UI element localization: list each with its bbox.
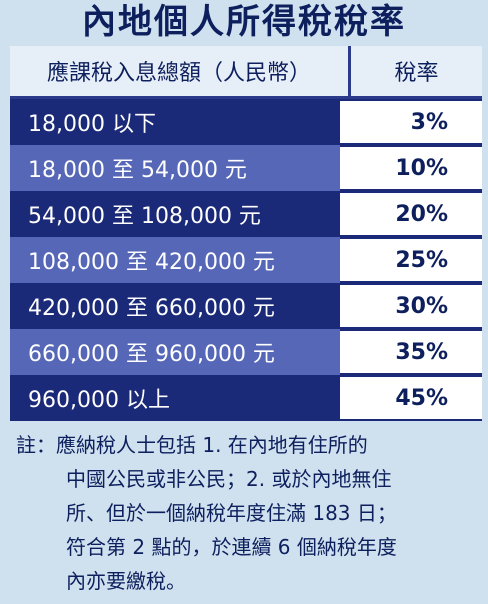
income-range-cell: 18,000 至 54,000 元 (10, 145, 340, 191)
table-header: 應課稅入息總額（人民幣） 稅率 (10, 46, 482, 99)
table-row: 960,000 以上 45% (10, 375, 482, 421)
tax-rate-cell: 25% (340, 237, 482, 283)
header-income-range: 應課稅入息總額（人民幣） (10, 46, 351, 96)
income-range-cell: 960,000 以上 (10, 375, 340, 421)
footnote-line: 內亦要繳稅。 (66, 569, 186, 593)
page-title: 內地個人所得稅稅率 (82, 2, 406, 42)
tax-rate-cell: 10% (340, 145, 482, 191)
tax-rate-cell: 3% (340, 99, 482, 145)
income-range-cell: 108,000 至 420,000 元 (10, 237, 340, 283)
footnote-line: 中國公民或非公民；2. 或於內地無住 (66, 467, 392, 491)
table-row: 420,000 至 660,000 元 30% (10, 283, 482, 329)
table-row: 54,000 至 108,000 元 20% (10, 191, 482, 237)
table-row: 108,000 至 420,000 元 25% (10, 237, 482, 283)
table-row: 18,000 以下 3% (10, 99, 482, 145)
income-range-cell: 18,000 以下 (10, 99, 340, 145)
tax-rate-cell: 20% (340, 191, 482, 237)
tax-rate-cell: 45% (340, 375, 482, 421)
table-row: 660,000 至 960,000 元 35% (10, 329, 482, 375)
footnote-line: 註：應納稅人士包括 1. 在內地有住所的 (16, 433, 368, 457)
tax-rate-cell: 35% (340, 329, 482, 375)
header-tax-rate: 稅率 (394, 61, 439, 86)
tax-rate-cell: 30% (340, 283, 482, 329)
table-row: 18,000 至 54,000 元 10% (10, 145, 482, 191)
footnote-line: 所、但於一個納稅年度住滿 183 日； (66, 501, 397, 525)
income-range-cell: 420,000 至 660,000 元 (10, 283, 340, 329)
footnote-line: 符合第 2 點的，於連續 6 個納稅年度 (66, 535, 397, 559)
footnote: 註：應納稅人士包括 1. 在內地有住所的 中國公民或非公民；2. 或於內地無住 … (16, 428, 476, 598)
tax-rate-table: 應課稅入息總額（人民幣） 稅率 18,000 以下 3% 18,000 至 54… (10, 46, 482, 421)
income-range-cell: 660,000 至 960,000 元 (10, 329, 340, 375)
income-range-cell: 54,000 至 108,000 元 (10, 191, 340, 237)
